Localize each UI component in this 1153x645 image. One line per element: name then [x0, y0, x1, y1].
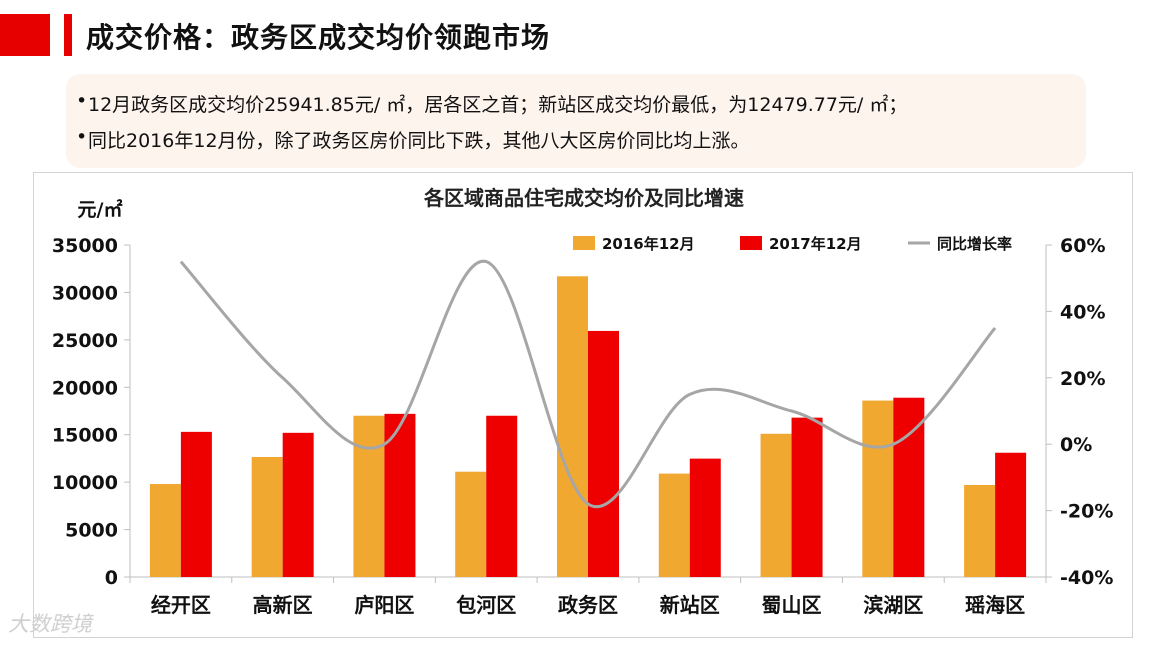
bar-2016年12月 — [658, 473, 690, 577]
x-axis-category-label: 政务区 — [558, 593, 618, 617]
bar-2016年12月 — [862, 400, 894, 577]
x-axis-category-label: 经开区 — [151, 593, 211, 617]
chart-title: 各区域商品住宅成交均价及同比增速 — [423, 186, 744, 210]
page-title: 成交价格：政务区成交均价领跑市场 — [86, 21, 551, 54]
left-axis-tick-label: 20000 — [52, 377, 118, 399]
header-red-bar — [64, 14, 72, 56]
right-axis-tick-label: -40% — [1060, 567, 1113, 589]
summary-box: • 12月政务区成交均价25941.85元/ ㎡，居各区之首；新站区成交均价最低… — [66, 74, 1086, 168]
bar-2017年12月 — [995, 452, 1027, 577]
summary-bullet-1: • 12月政务区成交均价25941.85元/ ㎡，居各区之首；新站区成交均价最低… — [76, 90, 908, 117]
left-axis-tick-label: 35000 — [52, 235, 118, 257]
bar-2017年12月 — [588, 330, 619, 577]
bar-2017年12月 — [893, 397, 925, 577]
bar-2017年12月 — [689, 458, 721, 577]
right-axis-tick-label: 60% — [1060, 235, 1105, 257]
bar-2016年12月 — [149, 484, 181, 577]
legend-label: 同比增长率 — [937, 235, 1012, 253]
left-axis-tick-label: 0 — [105, 567, 118, 589]
right-axis-tick-label: -20% — [1060, 501, 1113, 523]
chart-frame — [33, 172, 1133, 638]
left-axis-tick-label: 30000 — [52, 282, 118, 304]
right-axis-tick-label: 0% — [1060, 434, 1092, 456]
right-axis-tick-label: 20% — [1060, 368, 1105, 390]
bar-2016年12月 — [964, 484, 996, 577]
bullet-marker: • — [76, 90, 88, 112]
legend-swatch-2017年12月 — [740, 236, 762, 250]
left-axis-tick-label: 5000 — [65, 520, 118, 542]
x-axis-category-label: 新站区 — [660, 593, 720, 617]
legend-label: 2017年12月 — [769, 235, 862, 253]
x-axis-category-label: 包河区 — [456, 593, 516, 617]
bar-2016年12月 — [353, 415, 385, 577]
x-axis-category-label: 瑶海区 — [965, 593, 1025, 617]
x-axis-category-label: 蜀山区 — [762, 593, 822, 617]
left-axis-tick-label: 10000 — [52, 472, 118, 494]
bar-2017年12月 — [282, 432, 314, 577]
bar-2016年12月 — [251, 457, 283, 577]
bar-2016年12月 — [455, 471, 487, 577]
bar-2017年12月 — [180, 431, 212, 577]
right-axis-tick-label: 40% — [1060, 301, 1105, 323]
bar-2017年12月 — [791, 417, 823, 577]
legend-label: 2016年12月 — [602, 235, 695, 253]
summary-bullet-text: 12月政务区成交均价25941.85元/ ㎡，居各区之首；新站区成交均价最低，为… — [88, 94, 908, 116]
header-red-block — [0, 14, 50, 56]
x-axis-category-label: 滨湖区 — [863, 593, 923, 617]
summary-bullet-2: • 同比2016年12月份，除了政务区房价同比下跌，其他八大区房价同比均上涨。 — [76, 126, 750, 153]
bullet-marker: • — [76, 126, 88, 148]
summary-bullet-text: 同比2016年12月份，除了政务区房价同比下跌，其他八大区房价同比均上涨。 — [88, 130, 750, 152]
watermark: 大数跨境 — [8, 612, 92, 636]
legend-swatch-2016年12月 — [573, 236, 595, 250]
left-axis-tick-label: 15000 — [52, 425, 118, 447]
left-axis-tick-label: 25000 — [52, 330, 118, 352]
bar-2016年12月 — [557, 276, 588, 577]
x-axis-category-label: 高新区 — [253, 593, 313, 617]
bar-2017年12月 — [486, 415, 518, 577]
x-axis-category-label: 庐阳区 — [354, 593, 414, 617]
bar-2016年12月 — [760, 433, 792, 577]
y-axis-label: 元/㎡ — [78, 198, 123, 221]
bar-2017年12月 — [384, 413, 416, 577]
growth-rate-line — [179, 260, 997, 509]
